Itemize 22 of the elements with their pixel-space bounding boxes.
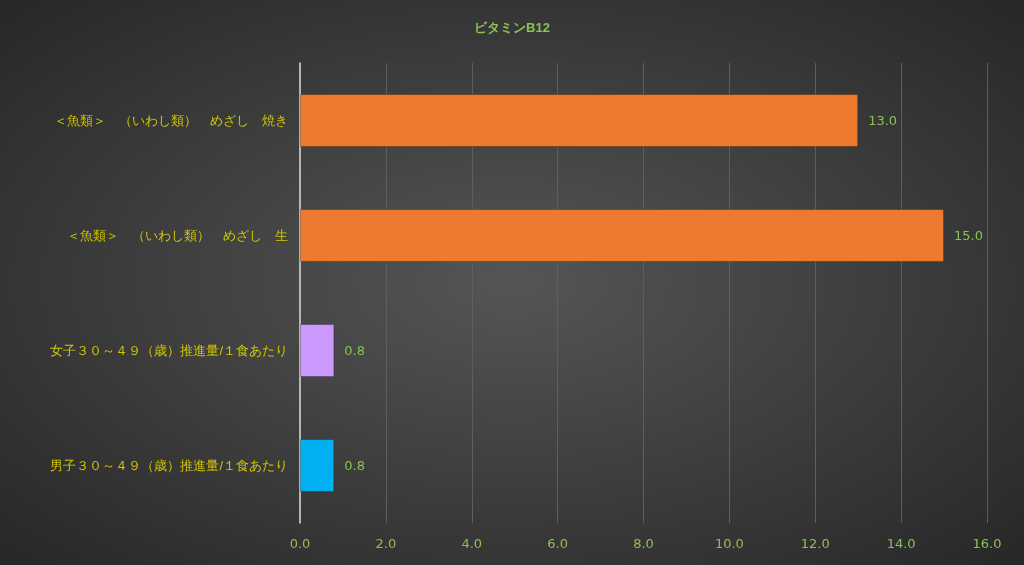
x-tick-label: 14.0 bbox=[886, 536, 916, 551]
y-tick-label: 男子３０～４９（歳）推進量/１食あたり bbox=[50, 458, 288, 473]
data-label: 13.0 bbox=[868, 113, 898, 128]
data-label: 0.8 bbox=[344, 343, 366, 358]
x-tick-label: 0.0 bbox=[289, 536, 311, 551]
bar bbox=[300, 324, 335, 377]
y-tick-label: ＜魚類＞ （いわし類） めざし 焼き bbox=[54, 113, 288, 128]
x-tick-label: 12.0 bbox=[800, 536, 830, 551]
data-label: 0.8 bbox=[344, 458, 366, 473]
chart-title: ビタミンB12 bbox=[474, 20, 550, 35]
bar bbox=[300, 94, 859, 147]
x-tick-label: 8.0 bbox=[633, 536, 654, 551]
y-tick-label: 女子３０～４９（歳）推進量/１食あたり bbox=[50, 343, 288, 358]
bar bbox=[300, 209, 945, 262]
x-tick-label: 16.0 bbox=[972, 536, 1002, 551]
y-tick-label: ＜魚類＞ （いわし類） めざし 生 bbox=[67, 228, 288, 243]
x-tick-label: 10.0 bbox=[714, 536, 744, 551]
x-tick-label: 2.0 bbox=[375, 536, 397, 551]
x-tick-label: 6.0 bbox=[547, 536, 568, 551]
data-label: 15.0 bbox=[954, 228, 984, 243]
bar bbox=[300, 439, 335, 492]
x-tick-label: 4.0 bbox=[461, 536, 483, 551]
